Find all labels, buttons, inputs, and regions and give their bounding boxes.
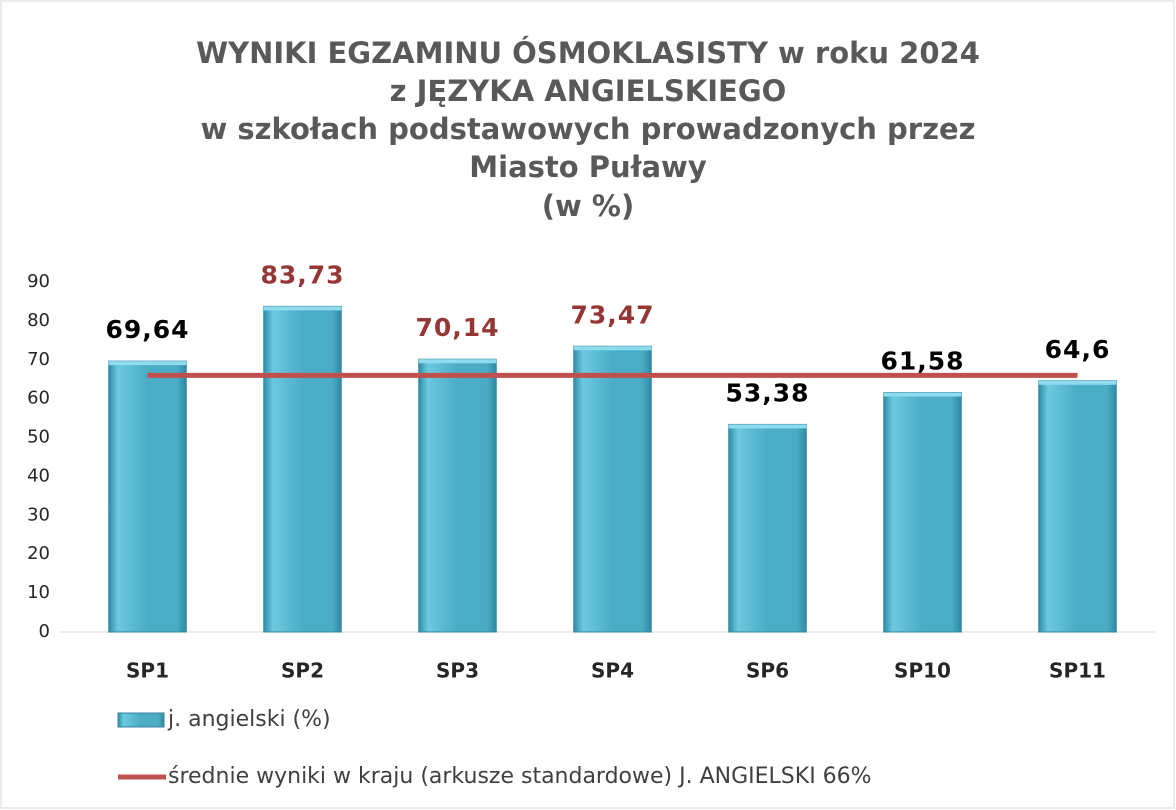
y-tick-label: 80	[27, 310, 50, 331]
x-tick-label: SP10	[894, 659, 951, 683]
bar-top	[573, 346, 652, 351]
y-tick-label: 30	[27, 504, 50, 525]
bar-top	[728, 424, 807, 429]
data-label: 70,14	[415, 313, 499, 342]
x-tick-label: SP11	[1049, 659, 1106, 683]
y-tick-label: 40	[27, 465, 50, 486]
bar	[108, 360, 187, 633]
chart-title: z JĘZYKA ANGIELSKIEGO	[390, 74, 787, 108]
legend-label: średnie wyniki w kraju (arkusze standard…	[168, 764, 872, 789]
bar	[263, 305, 342, 633]
bar-top	[418, 359, 497, 364]
x-tick-label: SP1	[126, 659, 169, 683]
y-tick-label: 50	[27, 427, 50, 448]
bar	[1038, 380, 1117, 633]
x-tick-label: SP2	[281, 659, 324, 683]
y-tick-label: 0	[39, 621, 50, 642]
data-label: 69,64	[105, 315, 189, 344]
legend-swatch	[117, 712, 165, 728]
bar-top	[883, 392, 962, 397]
legend-label: j. angielski (%)	[167, 707, 331, 732]
x-tick-label: SP6	[746, 659, 789, 683]
bar	[883, 392, 962, 633]
chart-title: (w %)	[542, 189, 634, 223]
bar-top	[263, 306, 342, 311]
y-tick-label: 70	[27, 349, 50, 370]
bar	[728, 423, 807, 633]
bar-top	[1038, 380, 1117, 385]
chart-title: WYNIKI EGZAMINU ÓSMOKLASISTY w roku 2024	[196, 36, 980, 70]
data-label: 83,73	[260, 260, 344, 289]
bar-top	[108, 361, 187, 366]
chart-title: w szkołach podstawowych prowadzonych prz…	[200, 112, 975, 146]
y-tick-label: 90	[27, 271, 50, 292]
data-label: 64,6	[1045, 335, 1111, 364]
chart-title: Miasto Puławy	[469, 150, 707, 184]
bar	[418, 358, 497, 633]
bar	[573, 345, 652, 633]
y-tick-label: 20	[27, 543, 50, 564]
data-label: 53,38	[725, 378, 809, 407]
y-tick-label: 60	[27, 388, 50, 409]
x-tick-label: SP4	[591, 659, 634, 683]
x-tick-label: SP3	[436, 659, 479, 683]
data-label: 61,58	[880, 347, 964, 376]
y-tick-label: 10	[27, 582, 50, 603]
data-label: 73,47	[570, 300, 654, 329]
